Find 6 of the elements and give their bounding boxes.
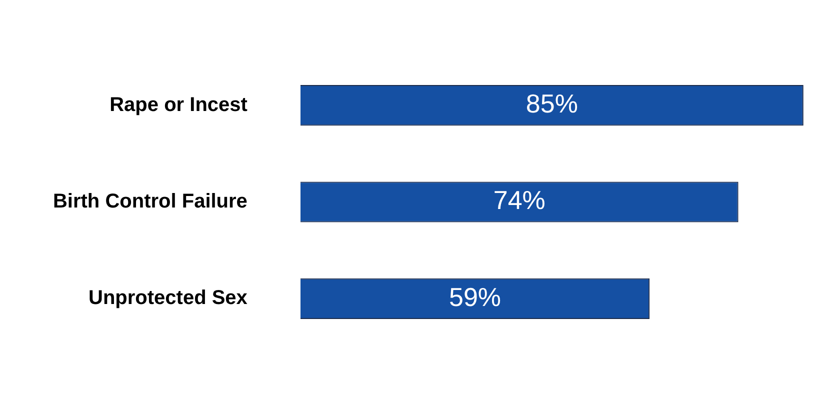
y-tick-label: Rape or Incest bbox=[110, 94, 248, 116]
data-label: 59% bbox=[448, 282, 502, 312]
y-tick-label: Unprotected Sex bbox=[88, 287, 248, 310]
data-label: 74% bbox=[493, 185, 546, 216]
y-tick-label: Birth Control Failure bbox=[52, 190, 248, 213]
data-label: 85% bbox=[526, 88, 578, 119]
